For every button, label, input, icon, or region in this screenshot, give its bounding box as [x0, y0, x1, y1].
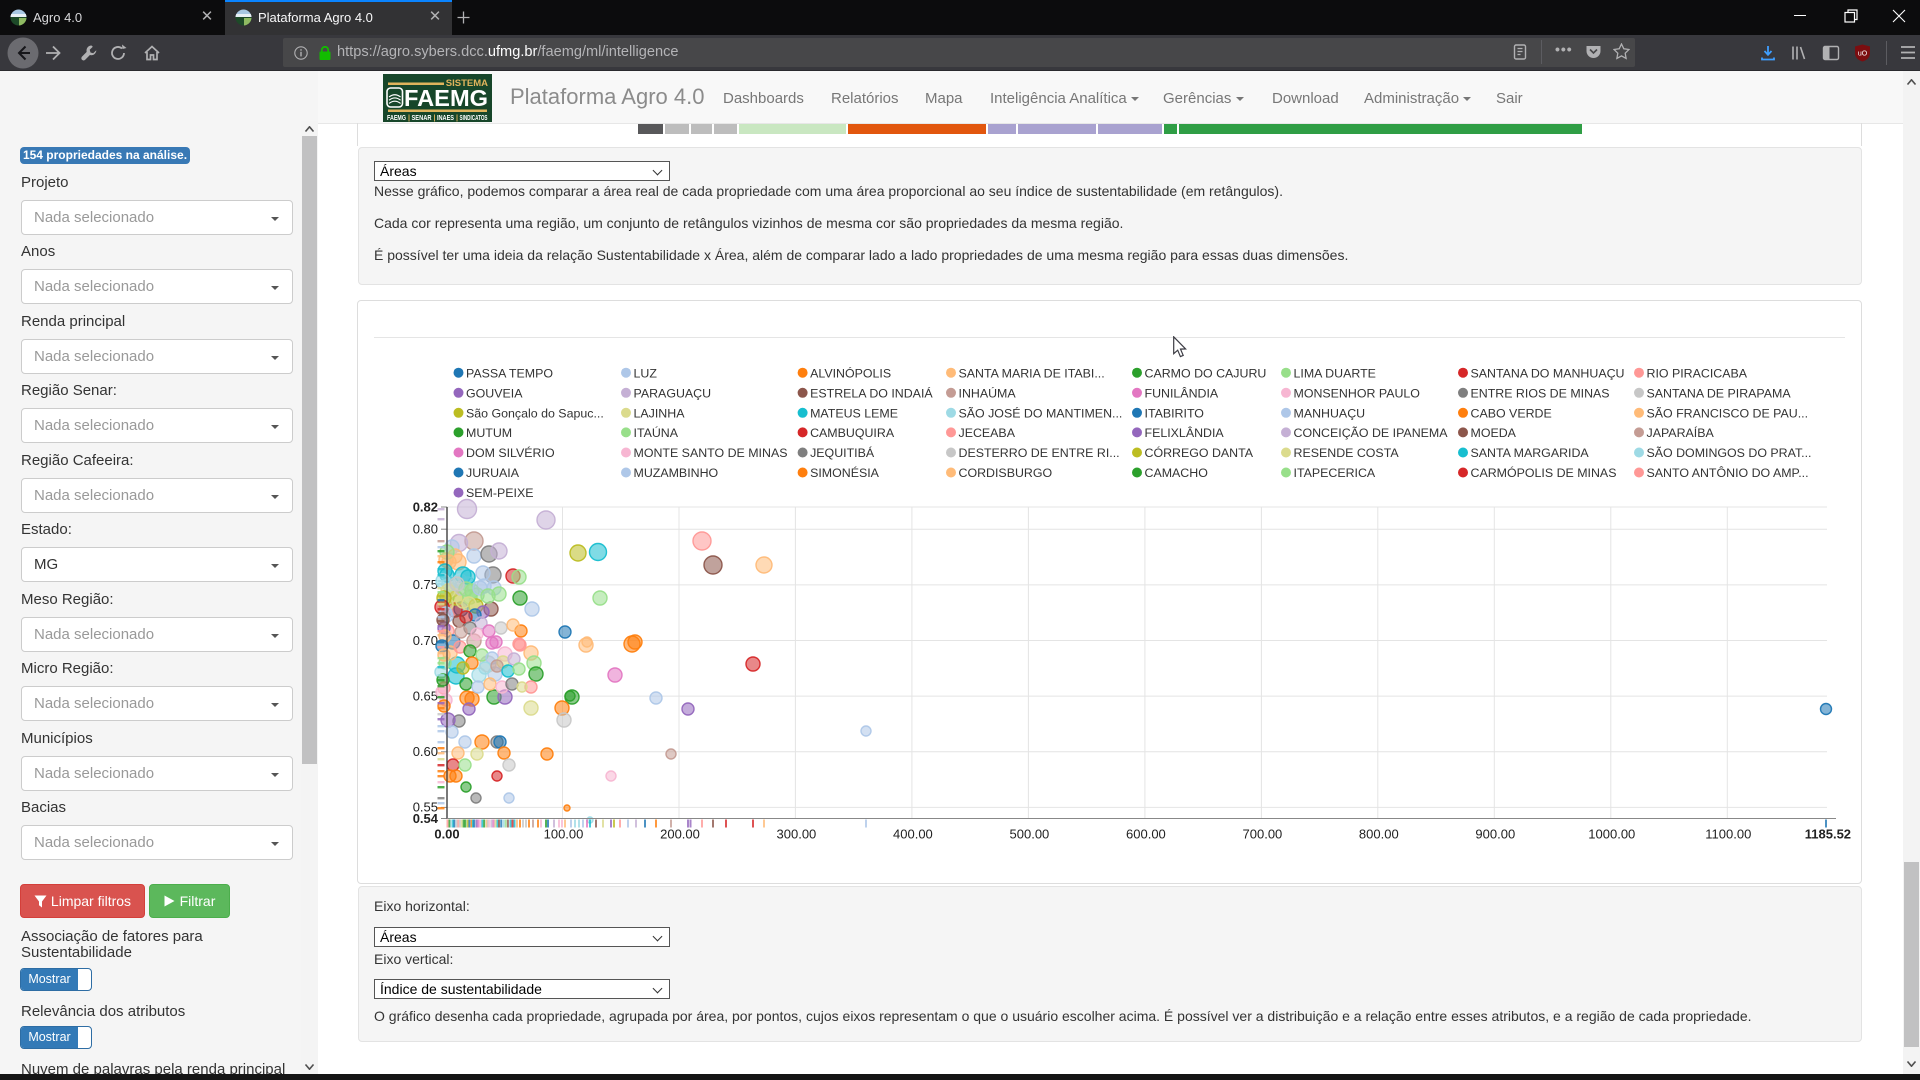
- svg-text:MOEDA: MOEDA: [1471, 426, 1517, 440]
- svg-text:SANTA MARGARIDA: SANTA MARGARIDA: [1471, 446, 1590, 460]
- svg-text:DESTERRO DE ENTRE RI...: DESTERRO DE ENTRE RI...: [959, 446, 1120, 460]
- svg-text:GOUVEIA: GOUVEIA: [466, 386, 523, 400]
- svg-text:SEM-PEIXE: SEM-PEIXE: [466, 486, 533, 500]
- svg-text:FAEMG: FAEMG: [387, 113, 406, 122]
- svg-text:ESTRELA DO INDAIÁ: ESTRELA DO INDAIÁ: [810, 385, 933, 400]
- svg-text:uO: uO: [1858, 51, 1868, 58]
- svg-text:|: |: [434, 113, 436, 122]
- svg-text:0.00: 0.00: [434, 827, 459, 842]
- svg-text:800.00: 800.00: [1359, 827, 1399, 842]
- svg-text:100.00: 100.00: [544, 827, 584, 842]
- svg-text:LUZ: LUZ: [634, 366, 658, 380]
- svg-text:1100.00: 1100.00: [1705, 827, 1751, 842]
- svg-text:SÃO DOMINGOS DO PRAT...: SÃO DOMINGOS DO PRAT...: [1647, 446, 1812, 460]
- svg-text:LAJINHA: LAJINHA: [634, 406, 686, 420]
- svg-text:ITAÚNA: ITAÚNA: [634, 425, 679, 440]
- svg-text:São Gonçalo do Sapuc...: São Gonçalo do Sapuc...: [466, 406, 604, 420]
- svg-text:SISTEMA: SISTEMA: [446, 78, 488, 89]
- svg-text:SIMONÉSIA: SIMONÉSIA: [810, 465, 880, 480]
- svg-text:PARAGUAÇU: PARAGUAÇU: [634, 386, 712, 400]
- svg-text:MANHUAÇU: MANHUAÇU: [1294, 406, 1366, 420]
- svg-text:RESENDE COSTA: RESENDE COSTA: [1294, 446, 1400, 460]
- svg-text:CABO VERDE: CABO VERDE: [1471, 406, 1552, 420]
- svg-text:600.00: 600.00: [1126, 827, 1166, 842]
- svg-text:RIO PIRACICABA: RIO PIRACICABA: [1647, 366, 1748, 380]
- svg-text:1000.00: 1000.00: [1588, 827, 1635, 842]
- svg-text:700.00: 700.00: [1243, 827, 1283, 842]
- svg-text:SANTANA DO MANHUAÇU: SANTANA DO MANHUAÇU: [1471, 366, 1625, 380]
- svg-text:PASSA TEMPO: PASSA TEMPO: [466, 366, 553, 380]
- svg-text:DOM SILVÉRIO: DOM SILVÉRIO: [466, 445, 555, 460]
- svg-text:LIMA DUARTE: LIMA DUARTE: [1294, 366, 1376, 380]
- svg-text:0.75: 0.75: [413, 577, 438, 592]
- svg-text:FUNILÂNDIA: FUNILÂNDIA: [1145, 385, 1219, 400]
- svg-text:SÃO FRANCISCO DE PAU...: SÃO FRANCISCO DE PAU...: [1647, 406, 1809, 420]
- svg-text:JECEABA: JECEABA: [959, 426, 1016, 440]
- svg-text:200.00: 200.00: [660, 827, 700, 842]
- svg-text:0.70: 0.70: [413, 633, 438, 648]
- svg-text:JAPARAÍBA: JAPARAÍBA: [1647, 425, 1715, 440]
- svg-text:SANTANA DE PIRAPAMA: SANTANA DE PIRAPAMA: [1647, 386, 1792, 400]
- svg-text:ENTRE RIOS DE MINAS: ENTRE RIOS DE MINAS: [1471, 386, 1610, 400]
- svg-text:SANTA MARIA DE ITABI...: SANTA MARIA DE ITABI...: [959, 366, 1105, 380]
- svg-text:MATEUS LEME: MATEUS LEME: [810, 406, 898, 420]
- svg-text:SINDICATOS: SINDICATOS: [460, 113, 488, 122]
- svg-text:CARMÓPOLIS DE MINAS: CARMÓPOLIS DE MINAS: [1471, 465, 1617, 480]
- svg-text:0.65: 0.65: [413, 688, 438, 703]
- svg-text:CORDISBURGO: CORDISBURGO: [959, 466, 1053, 480]
- svg-text:900.00: 900.00: [1475, 827, 1515, 842]
- svg-text:SENAR: SENAR: [412, 113, 433, 122]
- svg-text:ITABIRITO: ITABIRITO: [1145, 406, 1205, 420]
- svg-text:MUZAMBINHO: MUZAMBINHO: [634, 466, 719, 480]
- svg-text:MONSENHOR PAULO: MONSENHOR PAULO: [1294, 386, 1421, 400]
- svg-text:0.54: 0.54: [413, 811, 439, 826]
- svg-text:ITAPECERICA: ITAPECERICA: [1294, 466, 1376, 480]
- svg-text:0.55: 0.55: [413, 800, 438, 815]
- svg-text:0.80: 0.80: [413, 522, 438, 537]
- svg-text:|: |: [408, 113, 410, 122]
- svg-text:MONTE SANTO DE MINAS: MONTE SANTO DE MINAS: [634, 446, 788, 460]
- svg-text:CÓRREGO DANTA: CÓRREGO DANTA: [1145, 445, 1254, 460]
- svg-text:JEQUITIBÁ: JEQUITIBÁ: [810, 445, 875, 460]
- svg-text:1185.52: 1185.52: [1805, 827, 1851, 842]
- svg-text:CONCEIÇÃO DE IPANEMA: CONCEIÇÃO DE IPANEMA: [1294, 426, 1449, 440]
- svg-text:400.00: 400.00: [893, 827, 933, 842]
- svg-text:300.00: 300.00: [777, 827, 817, 842]
- svg-text:FAEMG: FAEMG: [404, 85, 488, 111]
- svg-text:INAES: INAES: [437, 113, 454, 122]
- svg-text:INHAÚMA: INHAÚMA: [959, 385, 1017, 400]
- svg-text:|: |: [456, 113, 458, 122]
- svg-text:JURUAIA: JURUAIA: [466, 466, 520, 480]
- svg-text:CAMBUQUIRA: CAMBUQUIRA: [810, 426, 895, 440]
- svg-text:FELIXLÂNDIA: FELIXLÂNDIA: [1145, 425, 1225, 440]
- svg-text:CAMACHO: CAMACHO: [1145, 466, 1209, 480]
- svg-text:ALVINÓPOLIS: ALVINÓPOLIS: [810, 365, 891, 380]
- svg-text:0.60: 0.60: [413, 744, 438, 759]
- svg-text:500.00: 500.00: [1010, 827, 1050, 842]
- svg-text:MUTUM: MUTUM: [466, 426, 512, 440]
- svg-text:SÃO JOSÉ DO MANTIMEN...: SÃO JOSÉ DO MANTIMEN...: [959, 405, 1123, 420]
- svg-text:SANTO ANTÔNIO DO AMP...: SANTO ANTÔNIO DO AMP...: [1647, 465, 1809, 480]
- svg-text:0.82: 0.82: [413, 499, 438, 514]
- svg-text:CARMO DO CAJURU: CARMO DO CAJURU: [1145, 366, 1267, 380]
